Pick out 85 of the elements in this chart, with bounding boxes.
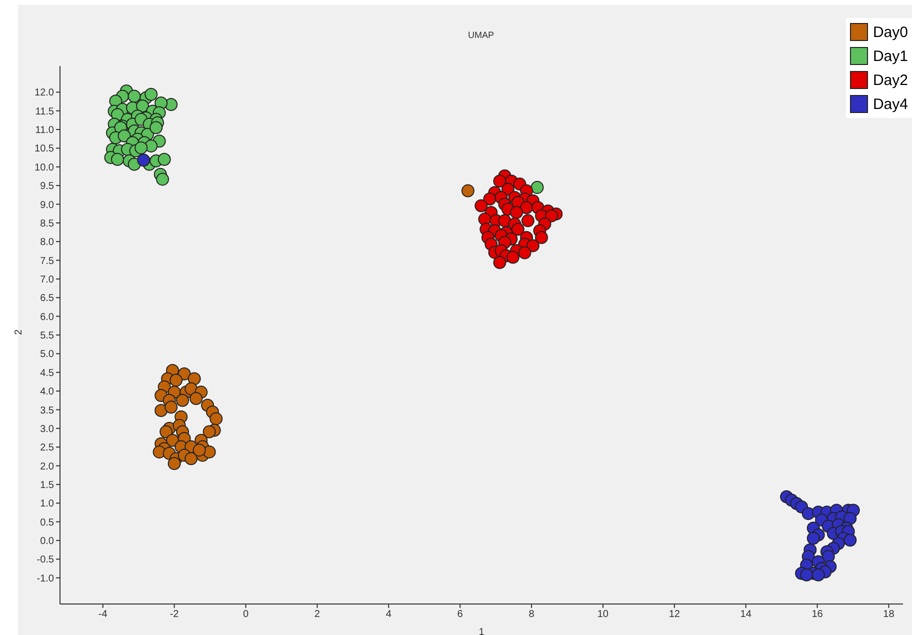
y-tick-label: 7.5 xyxy=(40,256,54,267)
legend-label: Day2 xyxy=(872,72,908,88)
y-tick-label: 1.5 xyxy=(40,480,54,491)
y-tick-label: 9.5 xyxy=(40,181,54,192)
x-tick-label: 4 xyxy=(386,609,392,620)
point xyxy=(160,425,173,438)
y-tick-label: 8.0 xyxy=(40,237,54,248)
point xyxy=(156,172,170,186)
point xyxy=(137,154,150,167)
y-tick-label: 0.0 xyxy=(40,536,54,548)
x-tick-label: -4 xyxy=(98,609,108,620)
point xyxy=(158,152,171,166)
point xyxy=(526,239,540,252)
chart-title: UMAP xyxy=(468,30,494,40)
y-tick-label: 5.5 xyxy=(40,330,54,342)
point xyxy=(493,174,506,188)
point xyxy=(474,199,488,212)
point xyxy=(144,88,158,101)
y-tick-label: 7.0 xyxy=(40,274,54,286)
y-tick-label: 1.0 xyxy=(40,498,54,510)
legend-label: Day0 xyxy=(872,24,908,40)
legend-label: Day4 xyxy=(872,96,908,112)
legend-label: Day1 xyxy=(872,48,908,64)
y-tick-label: 11.0 xyxy=(35,125,54,136)
y-tick-label: 10.0 xyxy=(34,162,54,174)
point xyxy=(545,209,558,222)
x-tick-label: 10 xyxy=(597,609,609,620)
y-tick-label: 4.0 xyxy=(40,386,54,398)
point xyxy=(128,90,141,103)
y-tick-label: 12.0 xyxy=(34,88,54,99)
y-axis-title: 2 xyxy=(14,329,25,335)
point xyxy=(111,152,124,166)
x-tick-label: 6 xyxy=(457,609,464,620)
point xyxy=(535,230,548,244)
x-tick-label: 8 xyxy=(528,609,535,620)
point xyxy=(190,392,203,406)
point xyxy=(202,425,216,438)
point xyxy=(192,444,206,457)
y-tick-label: -0.5 xyxy=(36,554,54,566)
point xyxy=(506,250,520,264)
y-tick-label: 6.0 xyxy=(40,312,54,323)
y-tick-label: 9.0 xyxy=(40,200,54,211)
point xyxy=(118,129,131,142)
point xyxy=(210,412,223,426)
y-tick-label: 2.0 xyxy=(40,461,54,472)
x-tick-label: -2 xyxy=(170,609,180,620)
point xyxy=(134,141,148,154)
point xyxy=(461,184,474,198)
y-tick-label: 0.5 xyxy=(40,517,54,528)
x-tick-label: 12 xyxy=(668,609,680,620)
y-tick-label: 6.5 xyxy=(40,293,54,304)
y-tick-label: 8.5 xyxy=(40,218,54,230)
point xyxy=(530,180,544,194)
x-tick-label: 2 xyxy=(314,609,320,620)
point xyxy=(176,394,190,407)
x-axis-title: 1 xyxy=(478,627,485,635)
point xyxy=(812,568,825,582)
point xyxy=(184,452,198,466)
point xyxy=(493,256,506,270)
point xyxy=(800,568,814,582)
y-tick-label: 5.0 xyxy=(40,349,54,360)
point xyxy=(511,222,524,236)
point xyxy=(170,374,183,387)
y-tick-label: 3.5 xyxy=(40,405,54,416)
point xyxy=(806,532,820,545)
point xyxy=(510,206,524,219)
y-tick-label: 4.5 xyxy=(40,368,54,379)
x-tick-label: 16 xyxy=(812,609,824,620)
x-tick-label: 0 xyxy=(242,609,249,620)
point xyxy=(188,372,201,386)
point xyxy=(518,246,532,260)
x-tick-label: 18 xyxy=(883,609,895,620)
y-tick-label: -1.0 xyxy=(36,573,54,584)
y-tick-label: 10.5 xyxy=(34,144,54,155)
point xyxy=(164,400,178,414)
point xyxy=(154,404,168,417)
y-tick-label: 3.0 xyxy=(40,424,54,435)
y-tick-label: 11.5 xyxy=(35,106,54,118)
x-tick-label: 14 xyxy=(740,609,752,620)
point xyxy=(521,214,534,228)
point xyxy=(844,534,857,547)
y-tick-label: 2.5 xyxy=(40,442,54,454)
point xyxy=(168,457,181,470)
point xyxy=(150,121,163,134)
point xyxy=(844,512,857,525)
